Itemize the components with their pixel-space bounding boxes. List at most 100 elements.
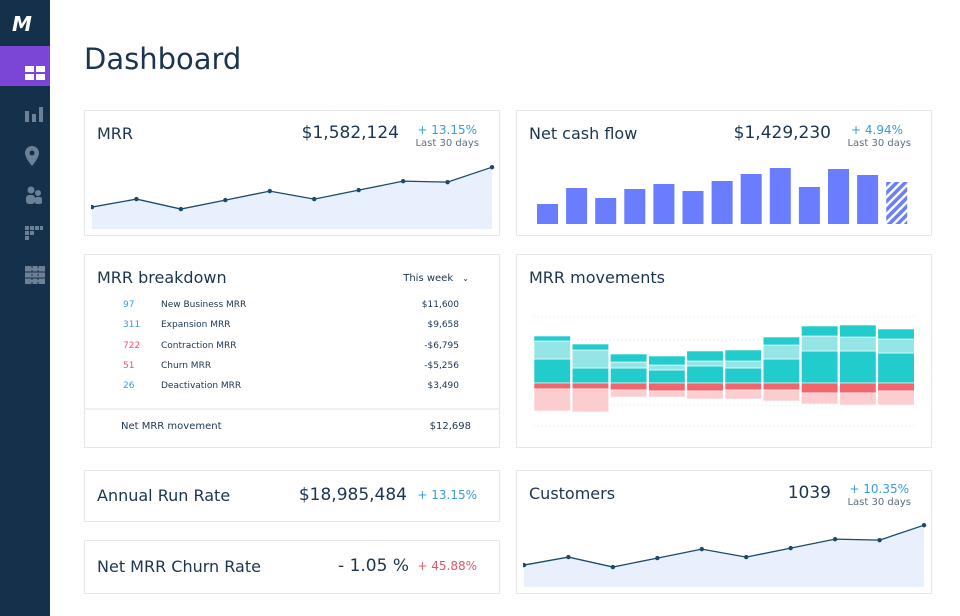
data-point bbox=[223, 197, 228, 203]
cash-value: $1,429,230 bbox=[733, 123, 831, 143]
cash-bar bbox=[740, 174, 762, 224]
cash-bar bbox=[769, 168, 791, 224]
page-title: Dashboard bbox=[84, 42, 242, 76]
data-point bbox=[788, 545, 793, 551]
movement-bar-reactivation bbox=[571, 343, 610, 351]
customers-card[interactable]: Customers 1039 + 10.35% Last 30 days bbox=[516, 470, 932, 594]
period-label: Last 30 days bbox=[415, 138, 479, 149]
list-item: 26 Deactivation MRR $3,490 bbox=[85, 381, 501, 395]
list-item: 51 Churn MRR -$5,256 bbox=[85, 361, 501, 375]
data-point bbox=[877, 537, 882, 543]
churn-change: + 45.88% bbox=[417, 559, 477, 573]
movement-bar-reactivation bbox=[648, 355, 686, 366]
movement-bar-reactivation bbox=[533, 335, 571, 342]
movement-bar-new bbox=[801, 350, 839, 384]
series-line bbox=[523, 524, 925, 568]
data-point bbox=[610, 564, 616, 570]
card-title: MRR movements bbox=[529, 268, 665, 287]
card-title: MRR breakdown bbox=[97, 268, 227, 287]
movement-bar-reactivation bbox=[762, 336, 800, 346]
data-point bbox=[267, 188, 272, 194]
movement-bar-expansion bbox=[533, 340, 571, 360]
data-point bbox=[832, 536, 838, 542]
movement-bar-contraction bbox=[648, 390, 686, 398]
card-title: Annual Run Rate bbox=[97, 486, 231, 505]
divider bbox=[85, 408, 499, 410]
movement-bar-expansion bbox=[877, 338, 915, 354]
range-dropdown[interactable]: This week ⌄ bbox=[403, 273, 469, 284]
row-label: Churn MRR bbox=[161, 360, 212, 371]
series-line bbox=[91, 166, 493, 210]
sidebar-item-table[interactable] bbox=[0, 246, 50, 286]
movement-bar-churn bbox=[839, 382, 877, 394]
card-title: Net MRR Churn Rate bbox=[97, 557, 261, 576]
area-fill bbox=[524, 525, 924, 587]
data-point bbox=[400, 178, 406, 184]
net-value: $12,698 bbox=[429, 421, 471, 432]
data-point bbox=[445, 179, 450, 185]
cash-bar bbox=[711, 181, 733, 224]
movement-bar-churn bbox=[648, 382, 686, 392]
list-item: 311 Expansion MRR $9,658 bbox=[85, 320, 501, 334]
movement-bar-new bbox=[877, 352, 915, 384]
sidebar-item-dashboard[interactable] bbox=[0, 46, 50, 86]
row-value: $3,490 bbox=[427, 381, 460, 392]
customers-change: + 10.35% bbox=[849, 482, 909, 496]
movement-bar-expansion bbox=[839, 336, 877, 352]
movement-bar-new bbox=[571, 367, 610, 384]
movement-bar-new bbox=[762, 358, 800, 384]
card-title: Customers bbox=[529, 484, 616, 503]
movement-bar-churn bbox=[686, 382, 724, 392]
movement-bar-churn bbox=[877, 382, 915, 392]
cash-bar bbox=[624, 189, 646, 224]
movement-bar-reactivation bbox=[877, 328, 915, 340]
mrr-movements-card[interactable]: MRR movements bbox=[516, 254, 932, 448]
list-item: 97 New Business MRR $11,600 bbox=[85, 300, 501, 314]
row-value: -$5,256 bbox=[424, 360, 459, 371]
movement-bar-churn bbox=[610, 382, 648, 391]
movement-bar-new bbox=[648, 369, 686, 384]
mrr-change: + 13.15% bbox=[417, 123, 477, 137]
sidebar-item-location-pin[interactable] bbox=[0, 126, 50, 166]
mrr-value: $1,582,124 bbox=[301, 123, 399, 143]
movement-bar-expansion bbox=[610, 361, 648, 369]
data-point bbox=[523, 562, 527, 568]
data-point bbox=[178, 206, 184, 212]
movement-bar-churn bbox=[571, 382, 610, 390]
movement-bar-reactivation bbox=[686, 350, 724, 362]
customers-line-chart bbox=[523, 522, 927, 587]
data-point bbox=[699, 546, 704, 552]
movement-bar-new bbox=[533, 358, 571, 384]
arr-card[interactable]: Annual Run Rate $18,985,484 + 13.15% bbox=[84, 470, 500, 522]
movement-bar-reactivation bbox=[724, 349, 762, 362]
net-cash-flow-card[interactable]: Net cash flow $1,429,230 + 4.94% Last 30… bbox=[516, 110, 932, 236]
movement-bar-churn bbox=[533, 382, 571, 390]
sidebar-item-users[interactable] bbox=[0, 166, 50, 206]
mrr-card[interactable]: MRR $1,582,124 + 13.15% Last 30 days bbox=[84, 110, 500, 236]
movement-bar-expansion bbox=[762, 344, 800, 360]
data-point bbox=[489, 164, 495, 170]
cash-bar bbox=[682, 191, 704, 224]
churn-rate-card[interactable]: Net MRR Churn Rate - 1.05 % + 45.88% bbox=[84, 540, 500, 594]
row-label: Contraction MRR bbox=[161, 340, 237, 351]
list-item: 722 Contraction MRR -$6,795 bbox=[85, 341, 501, 355]
cash-bar bbox=[566, 188, 588, 224]
sidebar-item-segments[interactable] bbox=[0, 206, 50, 246]
movement-bar-contraction bbox=[610, 389, 648, 398]
net-cash-flow-bar-chart bbox=[537, 168, 908, 224]
data-point bbox=[921, 522, 927, 528]
movement-bar-contraction bbox=[571, 388, 610, 413]
sidebar-item-bar-chart[interactable] bbox=[0, 86, 50, 126]
row-value: $11,600 bbox=[421, 300, 459, 310]
area-fill bbox=[92, 167, 492, 229]
movement-bar-expansion bbox=[686, 360, 724, 367]
cash-bar bbox=[886, 182, 908, 224]
mrr-line-chart bbox=[91, 164, 495, 229]
movement-bar-new bbox=[610, 367, 648, 384]
logo[interactable]: M bbox=[12, 12, 32, 36]
chevron-down-icon: ⌄ bbox=[462, 274, 469, 283]
movement-bar-reactivation bbox=[839, 324, 877, 338]
cash-bar bbox=[595, 198, 617, 224]
arr-value: $18,985,484 bbox=[298, 485, 407, 505]
card-title: MRR bbox=[97, 124, 134, 143]
